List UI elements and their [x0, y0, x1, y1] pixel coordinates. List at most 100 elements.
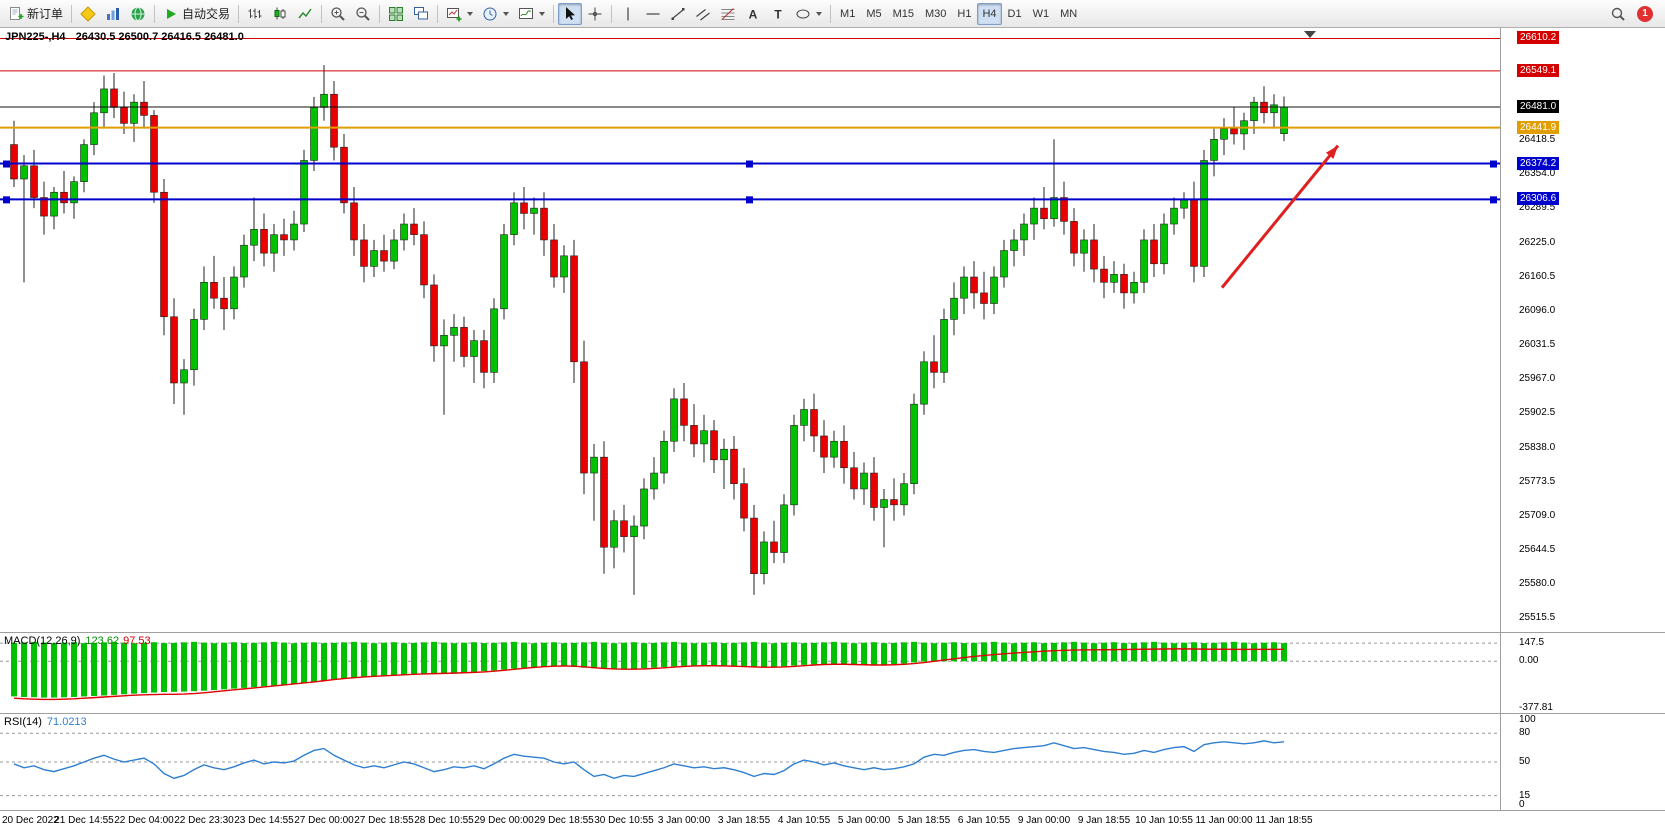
horizontal-line-button[interactable] — [641, 3, 665, 25]
candle-body — [940, 319, 948, 373]
macd-name: MACD(12,26,9) — [4, 635, 81, 647]
market-watch-button[interactable] — [101, 3, 125, 25]
time-label: 9 Jan 18:55 — [1077, 815, 1131, 826]
templates-button[interactable] — [514, 3, 549, 25]
chevron-down-icon — [503, 11, 510, 16]
zoom-in-button[interactable] — [326, 3, 350, 25]
vertical-line-button[interactable] — [616, 3, 640, 25]
macd-bar — [561, 643, 567, 667]
rsi-chart[interactable] — [0, 714, 1500, 810]
rsi-name: RSI(14) — [4, 716, 42, 728]
macd-bar — [241, 643, 247, 688]
price-tick: 25902.5 — [1519, 407, 1556, 419]
time-axis[interactable]: 20 Dec 2022 21 Dec 14:55 22 Dec 04:00 22 De… — [0, 811, 1665, 833]
macd-bar — [201, 642, 207, 691]
channel-button[interactable] — [691, 3, 715, 25]
price-chart[interactable] — [0, 28, 1500, 632]
macd-bar — [431, 641, 437, 674]
macd-bar — [1101, 642, 1107, 662]
trendline-button[interactable] — [666, 3, 690, 25]
rsi-label: RSI(14) 71.0213 — [4, 716, 87, 728]
timeframe-m5-button[interactable]: M5 — [861, 3, 886, 25]
candle-body — [760, 541, 768, 575]
timeframe-h1-button[interactable]: H1 — [952, 3, 976, 25]
candle-body — [1030, 207, 1038, 225]
price-axis[interactable]: 26418.5 26354.0 26289.5 26225.0 26160.5 26096… — [1501, 28, 1665, 632]
rsi-plot-area[interactable]: RSI(14) 71.0213 — [0, 714, 1501, 810]
trend-arrow[interactable] — [1220, 144, 1340, 289]
candle-body — [1260, 101, 1268, 114]
macd-bar — [311, 642, 317, 682]
candle-body — [1130, 282, 1138, 294]
candlestick-button[interactable] — [268, 3, 292, 25]
fibonacci-button[interactable] — [716, 3, 740, 25]
hline-handle[interactable] — [3, 160, 10, 168]
timeframe-h4-button[interactable]: H4 — [977, 2, 1002, 25]
candle-body — [420, 234, 428, 286]
shapes-icon — [795, 6, 811, 22]
cursor-button[interactable] — [558, 2, 583, 25]
hline-handle[interactable] — [3, 196, 10, 204]
price-plot-area[interactable]: JPN225-,H4 26430.5 26500.7 26416.5 26481… — [0, 28, 1501, 632]
hline-handle[interactable] — [746, 160, 753, 168]
periods-button[interactable] — [478, 3, 513, 25]
time-label: 3 Jan 00:00 — [657, 815, 711, 826]
candle-body — [1180, 199, 1188, 209]
search-button[interactable] — [1606, 3, 1630, 25]
macd-bar — [871, 642, 877, 665]
timeframe-mn-button[interactable]: MN — [1055, 3, 1082, 25]
macd-bar — [741, 642, 747, 667]
candle-body — [1150, 239, 1158, 265]
time-label: 5 Jan 00:00 — [837, 815, 891, 826]
timeframe-m15-button[interactable]: M15 — [888, 3, 919, 25]
hline-handle[interactable] — [746, 196, 753, 204]
timeframe-d1-button[interactable]: D1 — [1003, 3, 1027, 25]
rsi-axis[interactable]: 100 80 50 15 0 — [1501, 714, 1665, 810]
auto-trading-button[interactable]: 自动交易 — [159, 3, 234, 25]
hline-handle[interactable] — [1490, 160, 1497, 168]
candle-body — [1220, 128, 1228, 140]
text-label-button[interactable]: T — [766, 3, 790, 25]
metaeditor-button[interactable] — [76, 3, 100, 25]
tile-windows-button[interactable] — [384, 3, 408, 25]
chart-shift-marker[interactable] — [1304, 31, 1316, 38]
macd-bar — [121, 642, 127, 695]
cascade-windows-button[interactable] — [409, 3, 433, 25]
bar-chart-button[interactable] — [243, 3, 267, 25]
candle-body — [610, 520, 618, 548]
candle-body — [250, 229, 258, 246]
notification-badge[interactable]: 1 — [1637, 5, 1653, 22]
macd-bar — [641, 643, 647, 669]
timeframe-m30-button[interactable]: M30 — [920, 3, 951, 25]
price-tick: 26354.0 — [1519, 168, 1556, 180]
macd-scale-label: 147.5 — [1519, 637, 1545, 649]
candle-body — [490, 308, 498, 373]
line-chart-button[interactable] — [293, 3, 317, 25]
price-tick: 26418.5 — [1519, 134, 1556, 146]
macd-axis[interactable]: 147.5 0.00 -377.81 — [1501, 633, 1665, 713]
zoom-out-button[interactable] — [351, 3, 375, 25]
macd-scale-label: 0.00 — [1519, 655, 1539, 667]
text-button[interactable]: A — [741, 3, 765, 25]
macd-bar — [101, 642, 107, 696]
macd-bar — [941, 642, 947, 662]
candle-body — [280, 234, 288, 241]
macd-bar — [611, 643, 617, 670]
timeframe-w1-button[interactable]: W1 — [1028, 3, 1055, 25]
vertical-line-icon — [620, 6, 636, 22]
timeframe-m1-button[interactable]: M1 — [835, 3, 860, 25]
macd-bar — [261, 642, 267, 687]
candle-body — [150, 115, 158, 193]
macd-chart[interactable] — [0, 633, 1500, 713]
community-button[interactable] — [126, 3, 150, 25]
macd-bar — [181, 642, 187, 692]
new-chart-button[interactable] — [442, 3, 477, 25]
chevron-down-icon — [539, 11, 546, 16]
crosshair-button[interactable] — [583, 3, 607, 25]
new-order-button[interactable]: 新订单 — [4, 3, 67, 25]
candle-body — [550, 239, 558, 278]
shapes-button[interactable] — [791, 3, 826, 25]
hline-handle[interactable] — [1490, 196, 1497, 204]
macd-bar — [591, 641, 597, 669]
macd-plot-area[interactable]: MACD(12,26,9) 123.62 97.53 — [0, 633, 1501, 713]
